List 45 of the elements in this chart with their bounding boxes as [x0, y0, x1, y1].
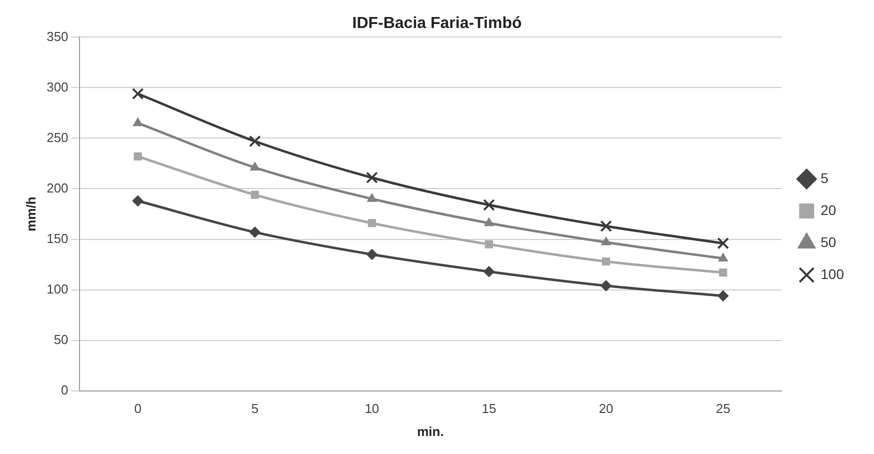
point	[132, 195, 144, 206]
legend-label: 5	[820, 170, 829, 186]
point	[250, 190, 259, 199]
point	[250, 162, 260, 171]
legend-label: 20	[820, 202, 836, 218]
point	[718, 290, 729, 302]
point	[368, 219, 376, 228]
y-tick-label: 100	[46, 281, 68, 296]
point	[601, 236, 611, 246]
x-tick-label: 10	[364, 401, 380, 416]
legend-label: 100	[820, 266, 844, 282]
x-tick-label: 0	[134, 401, 142, 416]
point	[483, 266, 494, 278]
point	[134, 152, 142, 160]
y-tick-label: 50	[54, 332, 68, 347]
point	[132, 118, 143, 126]
point	[484, 240, 494, 248]
y-tick-label: 0	[61, 382, 68, 398]
point	[484, 218, 494, 226]
point	[366, 172, 378, 184]
point	[718, 252, 728, 262]
x-tick-label: 20	[598, 401, 614, 416]
point	[248, 135, 261, 148]
x-tick-label: 5	[251, 401, 258, 416]
y-tick-label: 300	[46, 79, 68, 94]
y-axis-title: mm/h	[23, 196, 38, 232]
y-tick-label: 250	[46, 130, 68, 145]
x-tick-label: 15	[482, 401, 496, 416]
point	[132, 88, 144, 100]
point	[366, 248, 378, 260]
x-tick-label: 25	[716, 401, 730, 416]
chart-title: IDF-Bacia Faria-Timbó	[352, 15, 522, 32]
point	[249, 226, 260, 238]
y-tick-label: 200	[46, 180, 68, 196]
point	[600, 280, 612, 292]
point	[602, 257, 610, 266]
point	[483, 198, 495, 211]
y-tick-label: 150	[46, 230, 68, 246]
x-axis-title: min.	[417, 424, 444, 439]
y-tick-label: 350	[46, 28, 68, 44]
point	[367, 193, 377, 202]
point	[717, 237, 730, 250]
point	[600, 220, 612, 232]
point	[719, 268, 728, 277]
legend-label: 50	[820, 234, 836, 250]
